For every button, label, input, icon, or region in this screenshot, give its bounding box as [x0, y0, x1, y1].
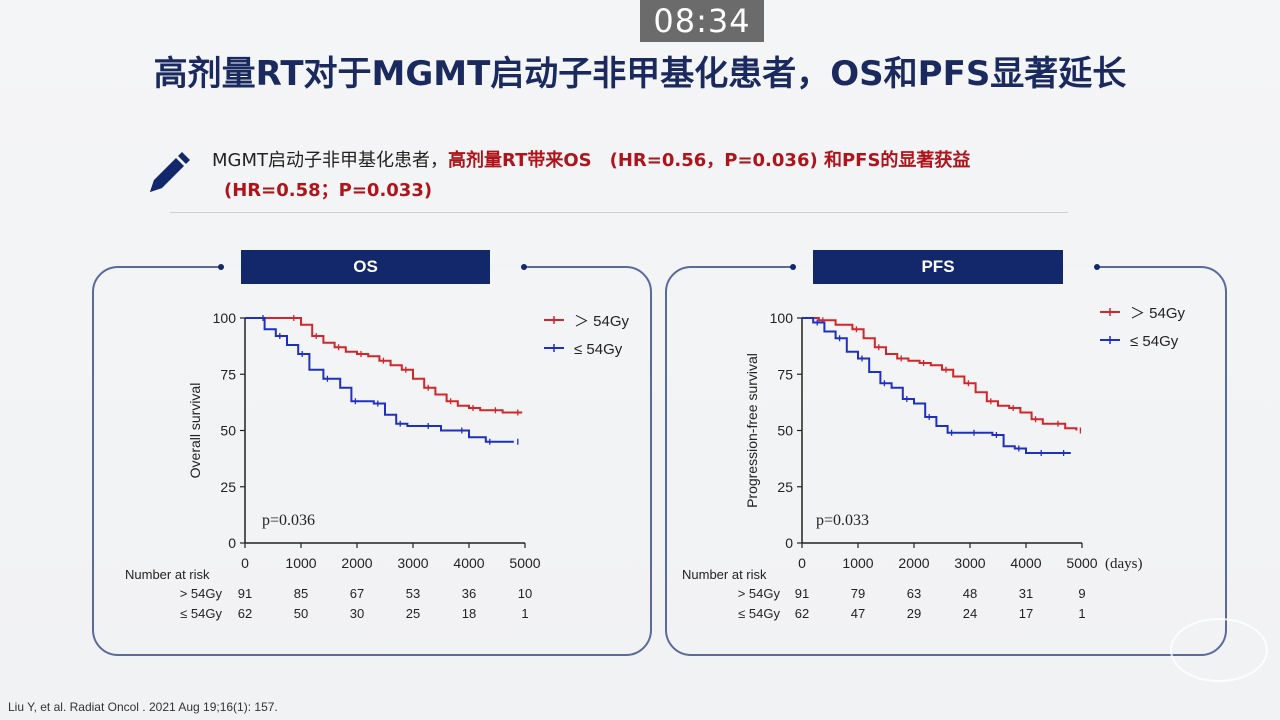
pfs-x-tick-label: 3000: [954, 555, 985, 571]
os-legend-label: ≤ 54Gy: [574, 341, 623, 358]
os-risk-value: 62: [238, 606, 252, 621]
pfs-label-dot-right: [1094, 264, 1100, 270]
pfs-x-axis-label: (days): [1105, 556, 1143, 572]
pfs-x-tick-label: 2000: [898, 555, 929, 571]
os-label: OS: [241, 250, 490, 284]
pfs-legend-label: ＞ 54Gy: [1130, 305, 1186, 322]
pencil-icon: [150, 152, 190, 192]
pfs-series-low-line: [802, 317, 1071, 454]
note-line2: (HR=0.58；P=0.033): [224, 180, 433, 201]
pfs-y-tick-label: 75: [777, 366, 793, 382]
os-y-axis-label: Overall survival: [187, 383, 203, 479]
pfs-x-tick-label: 0: [798, 555, 806, 571]
citation: Liu Y, et al. Radiat Oncol . 2021 Aug 19…: [8, 700, 278, 714]
pfs-risk-row-label: ≤ 54Gy: [738, 606, 780, 621]
watermark-logo: [1170, 618, 1268, 682]
pfs-risk-value: 9: [1078, 586, 1085, 601]
os-risk-value: 53: [406, 586, 420, 601]
pfs-label-dot-left: [790, 264, 796, 270]
pfs-risk-value: 17: [1019, 606, 1033, 621]
note-part2: 高剂量RT带来OS (HR=0.56，P=0.036) 和PFS的显著获益: [448, 150, 971, 171]
os-y-tick-label: 75: [220, 366, 236, 382]
os-risk-row-label: ≤ 54Gy: [180, 606, 222, 621]
pfs-risk-value: 31: [1019, 586, 1033, 601]
pfs-risk-value: 48: [963, 586, 977, 601]
os-x-tick-label: 5000: [509, 555, 540, 571]
os-x-tick-label: 3000: [397, 555, 428, 571]
pfs-risk-value: 79: [851, 586, 865, 601]
os-risk-value: 10: [518, 586, 532, 601]
pfs-p-value: p=0.033: [816, 512, 869, 529]
os-x-tick-label: 4000: [453, 555, 484, 571]
pfs-series-high-line: [802, 317, 1078, 431]
timer: 08:34: [640, 0, 764, 42]
os-label-dot-right: [521, 264, 527, 270]
os-x-tick-label: 2000: [341, 555, 372, 571]
os-p-value: p=0.036: [262, 512, 315, 529]
pfs-risk-value: 47: [851, 606, 865, 621]
pfs-x-tick-label: 5000: [1066, 555, 1097, 571]
note-part1: MGMT启动子非甲基化患者，: [212, 150, 449, 171]
pfs-label: PFS: [813, 250, 1063, 284]
pfs-risk-value: 91: [795, 586, 809, 601]
os-series-high-line: [245, 317, 523, 414]
pfs-risk-value: 62: [795, 606, 809, 621]
os-y-tick-label: 100: [213, 310, 237, 326]
os-risk-value: 36: [462, 586, 476, 601]
os-risk-row-label: > 54Gy: [180, 586, 223, 601]
os-risk-value: 25: [406, 606, 420, 621]
os-risk-value: 1: [521, 606, 528, 621]
os-y-tick-label: 25: [220, 479, 236, 495]
os-series-low-line: [245, 317, 514, 443]
pfs-risk-value: 29: [907, 606, 921, 621]
pfs-risk-value: 24: [963, 606, 977, 621]
pfs-y-tick-label: 100: [770, 310, 794, 326]
os-y-tick-label: 50: [220, 423, 236, 439]
pfs-y-tick-label: 50: [777, 423, 793, 439]
os-risk-value: 18: [462, 606, 476, 621]
os-risk-title: Number at risk: [125, 567, 210, 582]
pfs-y-tick-label: 25: [777, 479, 793, 495]
os-risk-value: 91: [238, 586, 252, 601]
os-x-tick-label: 1000: [285, 555, 316, 571]
divider: [170, 212, 1068, 213]
os-risk-value: 50: [294, 606, 308, 621]
pfs-y-tick-label: 0: [785, 535, 793, 551]
pfs-x-tick-label: 4000: [1010, 555, 1041, 571]
os-risk-value: 85: [294, 586, 308, 601]
pfs-risk-value: 63: [907, 586, 921, 601]
pfs-risk-row-label: > 54Gy: [738, 586, 781, 601]
os-label-dot-left: [218, 264, 224, 270]
note-text: MGMT启动子非甲基化患者，高剂量RT带来OS (HR=0.56，P=0.036…: [212, 146, 970, 172]
pfs-risk-value: 1: [1078, 606, 1085, 621]
os-x-tick-label: 0: [241, 555, 249, 571]
pfs-legend-label: ≤ 54Gy: [1130, 333, 1179, 350]
os-risk-value: 30: [350, 606, 364, 621]
os-risk-value: 67: [350, 586, 364, 601]
pfs-y-axis-label: Progression-free survival: [744, 353, 760, 508]
slide-title: 高剂量RT对于MGMT启动子非甲基化患者，OS和PFS显著延长: [153, 54, 1127, 94]
pfs-risk-title: Number at risk: [682, 567, 767, 582]
os-y-tick-label: 0: [228, 535, 236, 551]
pfs-x-tick-label: 1000: [842, 555, 873, 571]
os-legend-label: ＞ 54Gy: [574, 313, 630, 330]
